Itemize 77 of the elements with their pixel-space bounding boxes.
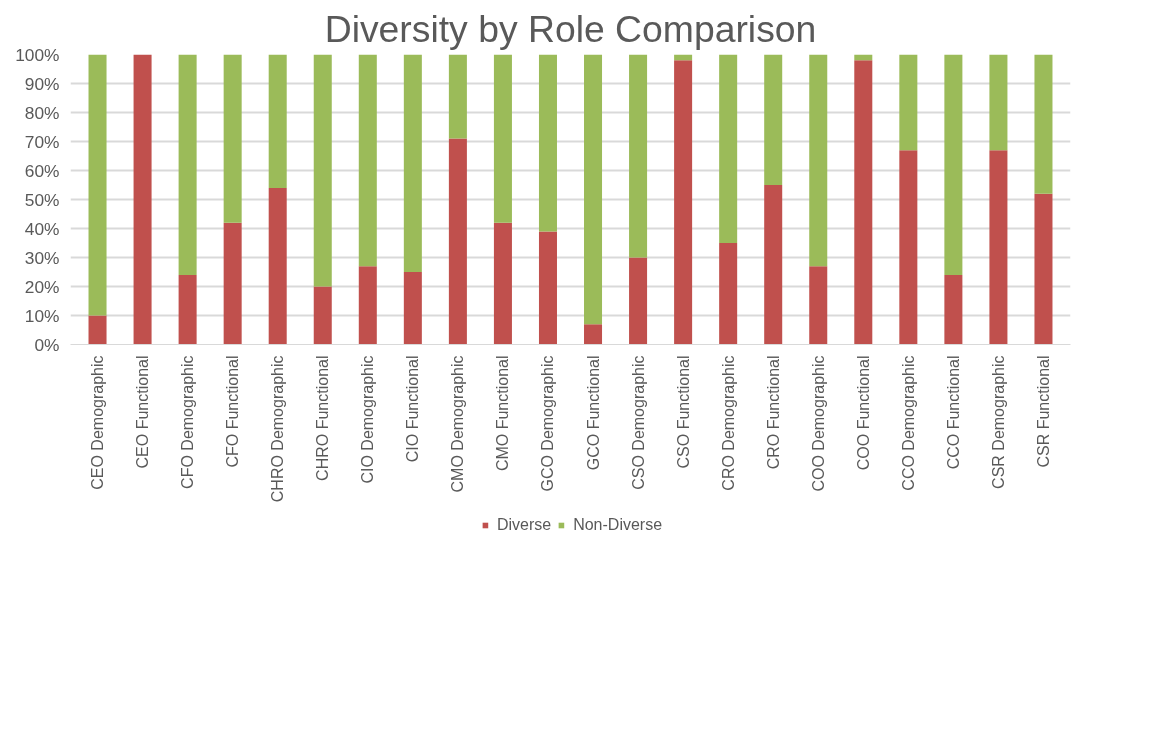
- x-tick-label: CCO Functional: [944, 355, 962, 470]
- bar: [899, 150, 918, 345]
- x-tick-label: CRO Demographic: [719, 355, 737, 491]
- bar: [719, 243, 738, 345]
- bar: [448, 54, 467, 139]
- bar: [88, 315, 107, 345]
- y-tick-label: 100%: [15, 44, 60, 65]
- x-tick-label: GCO Demographic: [539, 355, 557, 492]
- bar: [493, 222, 512, 345]
- bar: [403, 272, 422, 345]
- x-tick-label: CFO Functional: [224, 355, 242, 468]
- x-tick-label: CMO Functional: [494, 355, 512, 472]
- bar: [358, 54, 377, 267]
- bar: [719, 54, 738, 243]
- x-tick-label: CHRO Functional: [314, 355, 332, 481]
- x-tick-label: CSR Functional: [1034, 355, 1052, 468]
- bar: [1034, 54, 1053, 194]
- x-tick-label: CEO Demographic: [89, 355, 107, 490]
- bar: [854, 60, 873, 345]
- x-tick-label: COO Demographic: [809, 355, 827, 492]
- bar: [403, 54, 422, 272]
- x-tick-label: CFO Demographic: [179, 355, 197, 489]
- y-tick-label: 30%: [24, 247, 60, 268]
- bar: [223, 54, 242, 223]
- bar: [448, 138, 467, 345]
- bar: [989, 150, 1008, 345]
- y-tick-label: 90%: [24, 73, 60, 94]
- bar: [313, 54, 332, 287]
- bar: [178, 274, 197, 345]
- x-tick-label: CMO Demographic: [449, 355, 467, 493]
- bar: [493, 54, 512, 223]
- bar: [944, 274, 963, 345]
- x-tick-label: CSR Demographic: [989, 355, 1007, 489]
- bar: [584, 324, 603, 345]
- y-tick-label: 80%: [24, 102, 60, 123]
- bar: [764, 54, 783, 185]
- bar: [899, 54, 918, 151]
- x-tick-label: CHRO Demographic: [269, 355, 287, 503]
- bar: [538, 54, 557, 232]
- x-tick-label: CCO Demographic: [899, 355, 917, 491]
- y-tick-label: 40%: [24, 218, 60, 239]
- x-tick-label: CEO Functional: [134, 355, 152, 469]
- bar: [223, 222, 242, 345]
- chart-title: Diversity by Role Comparison: [324, 7, 817, 50]
- x-tick-label: CRO Functional: [764, 355, 782, 470]
- bar: [674, 60, 693, 345]
- bar: [584, 54, 603, 325]
- y-tick-label: 70%: [24, 131, 60, 152]
- bar: [313, 286, 332, 345]
- bar: [88, 54, 107, 316]
- x-tick-label: COO Functional: [854, 355, 872, 471]
- bar: [629, 54, 648, 258]
- y-tick-label: 20%: [24, 276, 60, 297]
- x-tick-label: CSO Functional: [674, 355, 692, 469]
- x-tick-label: CSO Demographic: [629, 355, 647, 490]
- y-tick-label: 10%: [24, 305, 60, 326]
- bar: [133, 54, 152, 345]
- bar: [178, 54, 197, 275]
- x-tick-label: GCO Functional: [584, 355, 602, 471]
- y-tick-label: 0%: [34, 334, 60, 355]
- bar: [629, 257, 648, 345]
- bar: [989, 54, 1008, 151]
- x-tick-label: CIO Demographic: [359, 355, 377, 484]
- bar: [538, 231, 557, 345]
- legend-label: Diverse: [496, 516, 552, 534]
- bar: [809, 54, 828, 267]
- x-tick-label: CIO Functional: [404, 355, 422, 463]
- bar: [268, 187, 287, 345]
- bar: [764, 185, 783, 345]
- bar: [809, 266, 828, 345]
- bar: [358, 266, 377, 345]
- bar: [944, 54, 963, 275]
- bar: [268, 54, 287, 188]
- y-tick-label: 50%: [24, 189, 60, 210]
- y-tick-label: 60%: [24, 160, 60, 181]
- bar: [1034, 193, 1053, 345]
- legend-label: Non-Diverse: [573, 516, 663, 534]
